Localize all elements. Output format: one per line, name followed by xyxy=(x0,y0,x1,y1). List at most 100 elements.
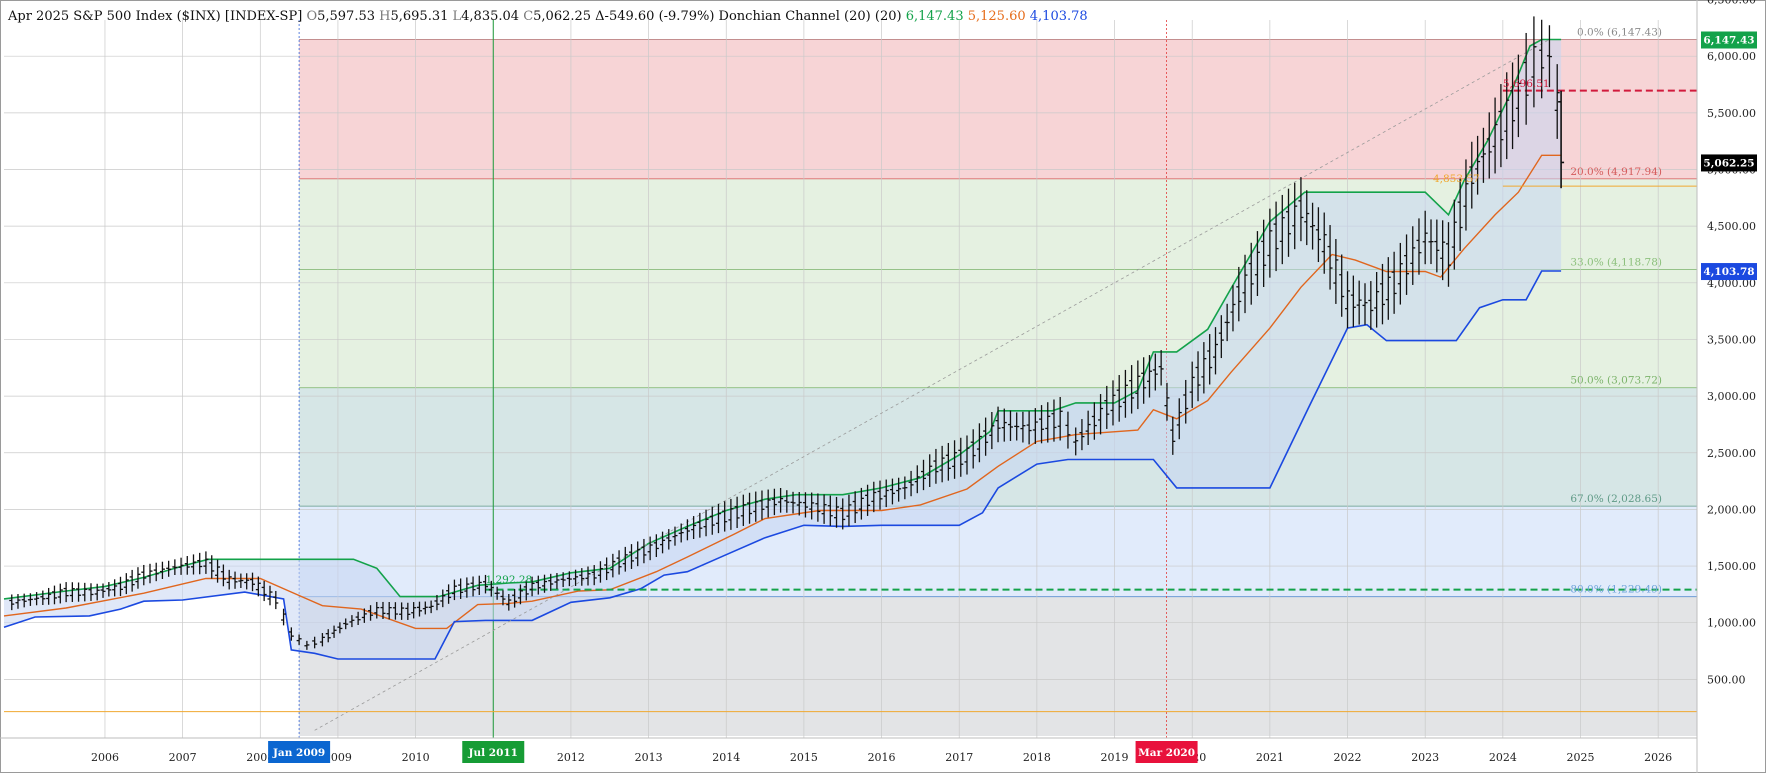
ohlc-bar xyxy=(1236,266,1242,322)
ohlc-bar xyxy=(1304,190,1310,246)
ohlc-bar xyxy=(740,494,746,526)
ohlc-bar xyxy=(482,574,488,594)
ohlc-bar xyxy=(517,584,523,605)
ohlc-bar xyxy=(1416,218,1422,275)
ohlc-bar xyxy=(488,580,494,597)
ohlc-bar xyxy=(1333,239,1339,304)
ohlc-bar xyxy=(1379,263,1385,325)
trend-line xyxy=(314,39,1550,731)
date-tag-box xyxy=(268,741,331,763)
ohlc-bar xyxy=(1085,410,1091,445)
ohlc-bar xyxy=(976,423,982,463)
x-tick-label: 2013 xyxy=(635,751,663,764)
price-tag-box xyxy=(1701,154,1757,172)
ohlc-bar xyxy=(1065,411,1071,449)
upper-band-line xyxy=(3,38,1562,600)
ohlc-bar xyxy=(1397,242,1403,305)
ohlc-bar xyxy=(1207,334,1213,385)
ohlc-bar xyxy=(840,498,846,530)
ohlc-bar xyxy=(684,519,690,541)
ohlc-bar xyxy=(641,538,647,564)
ohlc-bar xyxy=(1261,219,1267,287)
ohlc-bar xyxy=(250,572,256,592)
ohlc-bar xyxy=(591,565,597,586)
ohlc-bar xyxy=(796,492,802,516)
ohlc-bar xyxy=(476,575,482,595)
ohlc-bar xyxy=(914,465,920,494)
date-tag-label: Jan 2009 xyxy=(272,747,325,759)
ohlc-bar xyxy=(1146,355,1152,398)
price-tag-box xyxy=(1701,263,1757,281)
ohlc-bar xyxy=(635,541,641,567)
y-tick-label: 1,500.00 xyxy=(1707,560,1756,573)
ohlc-bar xyxy=(1141,357,1147,404)
ohlc-bar xyxy=(226,569,232,590)
ohlc-bar xyxy=(821,494,827,524)
ohlc-bar xyxy=(958,437,964,477)
ohlc-bar xyxy=(209,555,215,579)
ohlc-bar xyxy=(1032,408,1038,444)
ohlc-bar xyxy=(1498,84,1504,168)
ohlc-bar xyxy=(883,479,889,508)
ohlc-bar xyxy=(1391,251,1397,314)
fib-label-3: 50.0% (3,073.72) xyxy=(1570,375,1662,387)
ohlc-bar xyxy=(494,586,500,600)
header-study[interactable]: Donchian Channel (20) xyxy=(718,9,871,24)
ohlc-bar xyxy=(753,491,759,522)
ohlc-bar xyxy=(123,573,129,595)
date-tag-label: Mar 2020 xyxy=(1138,747,1195,759)
ohlc-bar xyxy=(585,566,591,586)
ohlc-bar xyxy=(1492,97,1498,174)
ohlc-bar xyxy=(1242,254,1248,314)
ohlc-bar xyxy=(51,585,57,605)
ohlc-bar xyxy=(1007,410,1013,441)
header-study-param: (20) xyxy=(874,9,902,24)
fib-label-5: 80.0% (1,229.49) xyxy=(1570,584,1662,596)
header-open: 5,597.53 xyxy=(317,9,375,24)
ohlc-bar xyxy=(1362,283,1368,325)
ohlc-bar xyxy=(548,573,554,591)
date-tags: Jan 2009 Jul 2011 Mar 2020 xyxy=(268,741,1198,763)
ohlc-bar xyxy=(172,559,178,576)
ohlc-bar xyxy=(927,454,933,487)
x-tick-label: 2007 xyxy=(169,751,197,764)
ohlc-bar xyxy=(1457,178,1463,251)
ohlc-bar xyxy=(902,476,908,500)
ohlc-bar xyxy=(765,489,771,518)
ohlc-bar xyxy=(660,531,666,554)
ohlc-bar xyxy=(273,590,279,610)
ohlc-bar xyxy=(995,406,1001,443)
header-symbol[interactable]: S&P 500 Index ($INX) [INDEX-SP] xyxy=(73,9,303,24)
x-axis: 2006200720082009201020112012201320142015… xyxy=(0,737,1697,764)
ohlc-bar xyxy=(117,576,123,597)
ohlc-bar xyxy=(1515,54,1521,138)
ohlc-bar xyxy=(129,569,135,592)
ohlc-bar xyxy=(405,602,411,620)
date-tag-label: Jul 2011 xyxy=(468,747,518,759)
ohlc-bar xyxy=(858,487,864,520)
header-middle: 5,125.60 xyxy=(967,9,1026,24)
annotation-0: 1,292.28 xyxy=(485,574,532,586)
ohlc-bar xyxy=(1218,315,1224,359)
fib-label-0: 0.0% (6,147.43) xyxy=(1577,26,1662,38)
ohlc-bar xyxy=(628,544,634,569)
header-close: 5,062.25 xyxy=(533,9,592,24)
ohlc-bar xyxy=(88,583,94,601)
ohlc-bar xyxy=(304,640,310,650)
ohlc-bar xyxy=(1451,199,1457,270)
ohlc-bar xyxy=(983,417,989,456)
date-tag: Jan 2009 xyxy=(268,741,331,763)
ohlc-bar xyxy=(728,498,734,530)
header-change: Δ-549.60 (-9.79%) xyxy=(595,9,715,24)
ohlc-bar xyxy=(964,435,970,475)
ohlc-bar xyxy=(852,491,858,524)
date-tag: Mar 2020 xyxy=(1135,741,1198,763)
ohlc-bar xyxy=(709,506,715,535)
ohlc-bar xyxy=(827,495,833,526)
ohlc-bar xyxy=(678,523,684,543)
horizontal-levels xyxy=(4,89,1697,713)
ohlc-bar xyxy=(1254,231,1260,296)
ohlc-bar xyxy=(1315,207,1321,263)
date-tag-box xyxy=(462,741,525,763)
